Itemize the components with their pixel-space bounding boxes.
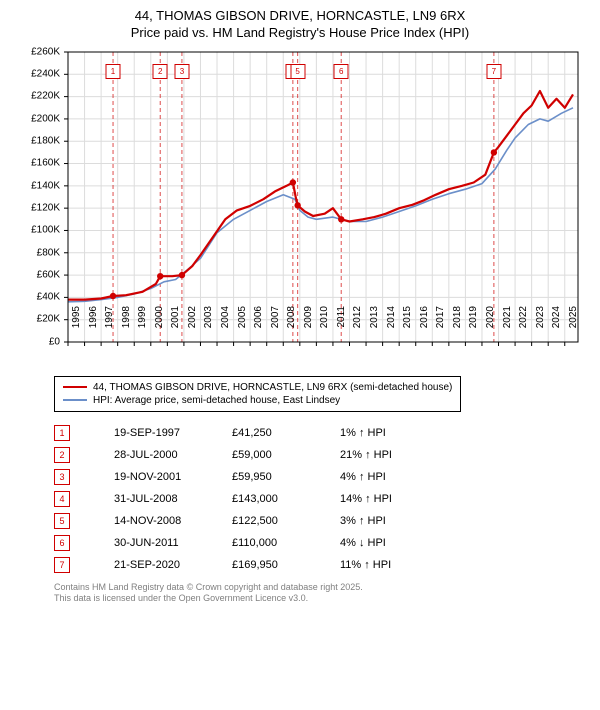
ytick-label: £160K xyxy=(20,158,60,169)
sale-price: £169,950 xyxy=(232,559,322,571)
sale-row: 6 30-JUN-2011 £110,000 4% ↓ HPI xyxy=(54,532,582,554)
legend: 44, THOMAS GIBSON DRIVE, HORNCASTLE, LN9… xyxy=(54,376,461,412)
chart-area: £0 £20K £40K £60K £80K £100K £120K £140K £160K £1… xyxy=(20,48,580,368)
sale-date: 30-JUN-2011 xyxy=(114,537,214,549)
sale-marker: 1 xyxy=(106,64,121,79)
sales-table: 1 19-SEP-1997 £41,250 1% ↑ HPI 2 28-JUL-2000 £… xyxy=(54,422,582,576)
sale-row: 5 14-NOV-2008 £122,500 3% ↑ HPI xyxy=(54,510,582,532)
xtick-label: 2006 xyxy=(253,306,264,346)
legend-row: HPI: Average price, semi-detached house,… xyxy=(63,394,452,407)
xtick-label: 2016 xyxy=(419,306,430,346)
xtick-label: 2011 xyxy=(336,306,347,346)
xtick-label: 1996 xyxy=(88,306,99,346)
sale-price: £59,000 xyxy=(232,449,322,461)
sale-row: 3 19-NOV-2001 £59,950 4% ↑ HPI xyxy=(54,466,582,488)
xtick-label: 2012 xyxy=(352,306,363,346)
sale-row-marker: 2 xyxy=(54,447,70,463)
footer-attribution: Contains HM Land Registry data © Crown c… xyxy=(54,582,582,605)
sale-delta: 1% ↑ HPI xyxy=(340,427,430,439)
sale-delta: 3% ↑ HPI xyxy=(340,515,430,527)
sale-row-marker: 1 xyxy=(54,425,70,441)
sale-date: 21-SEP-2020 xyxy=(114,559,214,571)
sale-delta: 14% ↑ HPI xyxy=(340,493,430,505)
ytick-label: £180K xyxy=(20,136,60,147)
xtick-label: 1999 xyxy=(137,306,148,346)
xtick-label: 2022 xyxy=(518,306,529,346)
sale-row-marker: 5 xyxy=(54,513,70,529)
sale-price: £41,250 xyxy=(232,427,322,439)
sale-date: 19-SEP-1997 xyxy=(114,427,214,439)
xtick-label: 2005 xyxy=(237,306,248,346)
sale-marker: 5 xyxy=(290,64,305,79)
sale-marker: 7 xyxy=(486,64,501,79)
sale-date: 14-NOV-2008 xyxy=(114,515,214,527)
chart-title: 44, THOMAS GIBSON DRIVE, HORNCASTLE, LN9… xyxy=(8,8,592,42)
xtick-label: 2025 xyxy=(568,306,579,346)
xtick-label: 2015 xyxy=(402,306,413,346)
xtick-label: 2008 xyxy=(286,306,297,346)
sale-delta: 4% ↓ HPI xyxy=(340,537,430,549)
xtick-label: 2021 xyxy=(502,306,513,346)
sale-row-marker: 7 xyxy=(54,557,70,573)
ytick-label: £20K xyxy=(20,314,60,325)
xtick-label: 2010 xyxy=(319,306,330,346)
xtick-label: 2001 xyxy=(170,306,181,346)
sale-delta: 21% ↑ HPI xyxy=(340,449,430,461)
xtick-label: 2023 xyxy=(535,306,546,346)
sale-delta: 4% ↑ HPI xyxy=(340,471,430,483)
sale-row: 7 21-SEP-2020 £169,950 11% ↑ HPI xyxy=(54,554,582,576)
sale-row-marker: 3 xyxy=(54,469,70,485)
xtick-label: 2002 xyxy=(187,306,198,346)
sale-marker: 6 xyxy=(334,64,349,79)
xtick-label: 2004 xyxy=(220,306,231,346)
xtick-label: 2018 xyxy=(452,306,463,346)
legend-label: 44, THOMAS GIBSON DRIVE, HORNCASTLE, LN9… xyxy=(93,382,452,393)
xtick-label: 1997 xyxy=(104,306,115,346)
xtick-label: 1998 xyxy=(121,306,132,346)
sale-marker: 3 xyxy=(174,64,189,79)
xtick-label: 2024 xyxy=(551,306,562,346)
xtick-label: 2019 xyxy=(468,306,479,346)
ytick-label: £40K xyxy=(20,292,60,303)
sale-price: £143,000 xyxy=(232,493,322,505)
ytick-label: £220K xyxy=(20,91,60,102)
xtick-label: 2003 xyxy=(203,306,214,346)
legend-swatch xyxy=(63,399,87,401)
sale-row: 2 28-JUL-2000 £59,000 21% ↑ HPI xyxy=(54,444,582,466)
ytick-label: £200K xyxy=(20,113,60,124)
sale-row-marker: 4 xyxy=(54,491,70,507)
sale-row: 1 19-SEP-1997 £41,250 1% ↑ HPI xyxy=(54,422,582,444)
ytick-label: £240K xyxy=(20,69,60,80)
sale-row: 4 31-JUL-2008 £143,000 14% ↑ HPI xyxy=(54,488,582,510)
sale-date: 31-JUL-2008 xyxy=(114,493,214,505)
sale-delta: 11% ↑ HPI xyxy=(340,559,430,571)
xtick-label: 2007 xyxy=(270,306,281,346)
sale-price: £110,000 xyxy=(232,537,322,549)
legend-label: HPI: Average price, semi-detached house,… xyxy=(93,395,340,406)
ytick-label: £100K xyxy=(20,225,60,236)
sale-price: £59,950 xyxy=(232,471,322,483)
sale-marker: 2 xyxy=(153,64,168,79)
sale-date: 28-JUL-2000 xyxy=(114,449,214,461)
ytick-label: £0 xyxy=(20,336,60,347)
sale-price: £122,500 xyxy=(232,515,322,527)
ytick-label: £260K xyxy=(20,46,60,57)
xtick-label: 2020 xyxy=(485,306,496,346)
xtick-label: 2017 xyxy=(435,306,446,346)
sale-date: 19-NOV-2001 xyxy=(114,471,214,483)
ytick-label: £80K xyxy=(20,247,60,258)
xtick-label: 2009 xyxy=(303,306,314,346)
legend-swatch xyxy=(63,386,87,388)
xtick-label: 1995 xyxy=(71,306,82,346)
xtick-label: 2014 xyxy=(386,306,397,346)
ytick-label: £120K xyxy=(20,202,60,213)
xtick-label: 2000 xyxy=(154,306,165,346)
ytick-label: £60K xyxy=(20,269,60,280)
legend-row: 44, THOMAS GIBSON DRIVE, HORNCASTLE, LN9… xyxy=(63,381,452,394)
sale-row-marker: 6 xyxy=(54,535,70,551)
xtick-label: 2013 xyxy=(369,306,380,346)
ytick-label: £140K xyxy=(20,180,60,191)
